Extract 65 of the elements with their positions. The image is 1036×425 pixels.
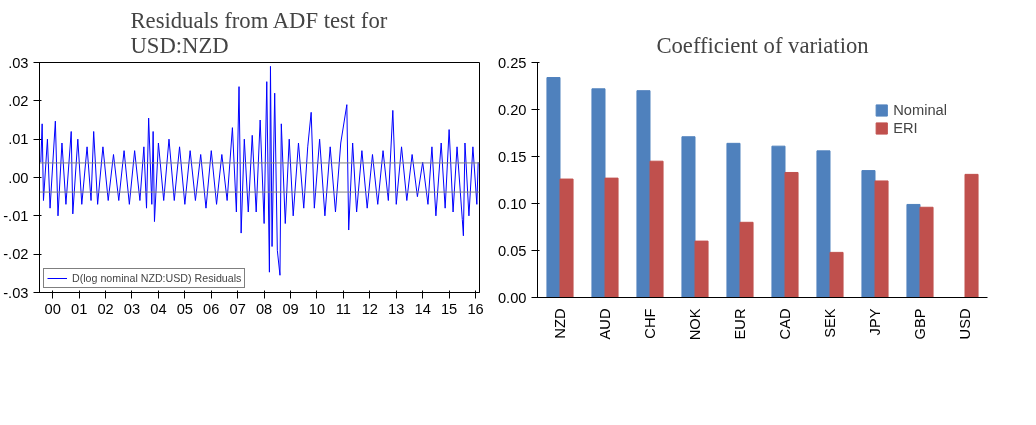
bar (649, 160, 664, 298)
x-tick-label: 15 (440, 300, 458, 317)
x-tick-label: NOK (687, 308, 703, 341)
x-tick-label: 09 (282, 300, 299, 317)
x-tick-label: CAD (777, 308, 793, 340)
x-tick-label: USD (957, 308, 973, 340)
x-tick-label: 14 (414, 300, 431, 317)
bar (919, 206, 934, 298)
bar (681, 136, 696, 298)
y-tick-label: .03 (8, 54, 29, 71)
bar (771, 145, 786, 298)
x-tick-label: 12 (361, 300, 378, 317)
x-tick-label: 16 (467, 300, 484, 317)
x-tick-label: 10 (308, 300, 326, 317)
x-tick-label: 02 (97, 300, 114, 317)
legend-label: ERI (893, 120, 918, 136)
bar (694, 240, 709, 298)
legend-label: D(log nominal NZD:USD) Residuals (72, 272, 242, 284)
x-tick-label: 03 (123, 300, 141, 317)
y-tick-label: 0.20 (497, 101, 527, 118)
bar (964, 173, 979, 298)
bar (636, 90, 651, 298)
y-tick-label: 0.10 (497, 195, 527, 212)
y-tick-label: 0.00 (497, 289, 527, 306)
x-tick-label: CHF (642, 308, 658, 339)
x-tick-label: EUR (732, 308, 748, 340)
y-tick-label: 0.25 (497, 54, 527, 71)
bar (906, 203, 921, 298)
bar (739, 221, 754, 298)
y-tick-label: 0.15 (497, 148, 527, 165)
y-tick-label: -.03 (3, 284, 29, 301)
x-tick-label: GBP (912, 308, 928, 340)
bar (591, 88, 606, 298)
bar (559, 178, 574, 298)
x-tick-label: 00 (44, 300, 61, 317)
y-tick-label: .00 (8, 169, 29, 186)
x-tick-label: 01 (70, 300, 88, 317)
bar (784, 171, 799, 298)
x-tick-label: SEK (822, 308, 838, 338)
bar (861, 170, 876, 298)
x-tick-label: 13 (388, 300, 405, 317)
bar (546, 77, 561, 298)
y-tick-label: .02 (8, 92, 29, 109)
chart-title: Residuals from ADF test for USD:NZD (130, 7, 388, 58)
x-tick-label: 11 (335, 300, 352, 317)
x-tick-label: 07 (229, 300, 246, 317)
x-tick-label: 04 (150, 300, 167, 317)
y-tick-label: -.01 (3, 207, 29, 224)
x-tick-label: 05 (176, 300, 194, 317)
y-tick-label: .01 (8, 131, 29, 148)
bar (726, 142, 741, 298)
bar (874, 180, 889, 298)
x-tick-label: 06 (203, 300, 220, 317)
line-series (40, 65, 479, 276)
y-tick-label: 0.05 (497, 242, 527, 259)
legend-label: Nominal (893, 102, 947, 118)
x-tick-label: JPY (867, 308, 883, 336)
bar (604, 177, 619, 298)
y-tick-label: -.02 (3, 246, 29, 263)
x-tick-label: NZD (552, 308, 568, 339)
x-tick-label: 08 (255, 300, 273, 317)
x-tick-label: AUD (597, 308, 613, 340)
chart-title: Coefficient of variation (656, 32, 869, 58)
bar (829, 251, 844, 298)
bar (816, 150, 831, 298)
